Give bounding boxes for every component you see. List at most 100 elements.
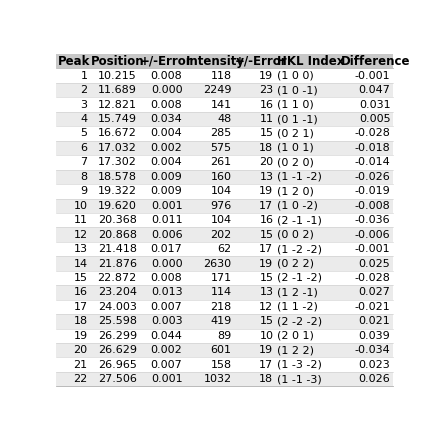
Text: 22.872: 22.872 [98, 273, 137, 283]
Text: 0.047: 0.047 [359, 85, 390, 95]
Text: 20.368: 20.368 [98, 215, 137, 225]
Bar [57, 213, 392, 228]
Text: 0.021: 0.021 [359, 317, 390, 326]
Text: Difference: Difference [340, 55, 410, 68]
Text: 12: 12 [259, 302, 273, 312]
Text: 160: 160 [211, 172, 232, 182]
Bar [57, 54, 392, 68]
Bar [57, 112, 392, 126]
Text: -0.026: -0.026 [355, 172, 390, 182]
Text: (0 1 -1): (0 1 -1) [277, 114, 318, 124]
Text: 21: 21 [74, 360, 88, 370]
Text: (1 2 0): (1 2 0) [277, 186, 314, 196]
Text: 19: 19 [259, 259, 273, 269]
Text: 26.629: 26.629 [98, 345, 137, 355]
Text: 0.026: 0.026 [359, 374, 390, 384]
Text: -0.018: -0.018 [355, 143, 390, 153]
Text: 118: 118 [211, 71, 232, 81]
Text: (1 -3 -2): (1 -3 -2) [277, 360, 321, 370]
Text: 0.017: 0.017 [151, 244, 183, 254]
Text: 0.001: 0.001 [151, 374, 183, 384]
Bar [57, 97, 392, 112]
Text: 16: 16 [259, 99, 273, 109]
Text: 0.000: 0.000 [151, 259, 183, 269]
Text: 22: 22 [73, 374, 88, 384]
Text: 7: 7 [81, 157, 88, 167]
Text: 17.032: 17.032 [98, 143, 137, 153]
Bar [57, 271, 392, 285]
Text: 19: 19 [259, 71, 273, 81]
Text: 0.004: 0.004 [151, 129, 183, 139]
Text: 13: 13 [259, 287, 273, 297]
Text: 17: 17 [259, 244, 273, 254]
Text: 601: 601 [211, 345, 232, 355]
Text: 26.965: 26.965 [98, 360, 137, 370]
Text: 0.013: 0.013 [151, 287, 183, 297]
Text: +/-Error: +/-Error [235, 55, 288, 68]
Text: (1 2 2): (1 2 2) [277, 345, 314, 355]
Text: 0.008: 0.008 [151, 273, 183, 283]
Text: 104: 104 [211, 186, 232, 196]
Text: 10: 10 [74, 201, 88, 211]
Text: 0.002: 0.002 [151, 345, 183, 355]
Text: -0.001: -0.001 [355, 244, 390, 254]
Text: (0 2 2): (0 2 2) [277, 259, 314, 269]
Text: -0.028: -0.028 [355, 129, 390, 139]
Bar [57, 329, 392, 343]
Text: 104: 104 [211, 215, 232, 225]
Bar [57, 68, 392, 83]
Text: 16: 16 [74, 287, 88, 297]
Text: 15.749: 15.749 [98, 114, 137, 124]
Text: 0.002: 0.002 [151, 143, 183, 153]
Text: -0.034: -0.034 [355, 345, 390, 355]
Text: 0.009: 0.009 [151, 186, 183, 196]
Text: 202: 202 [211, 230, 232, 240]
Bar [57, 242, 392, 256]
Bar [57, 83, 392, 97]
Text: Intensity: Intensity [186, 55, 245, 68]
Text: 24.003: 24.003 [98, 302, 137, 312]
Text: 285: 285 [211, 129, 232, 139]
Text: (2 -2 -2): (2 -2 -2) [277, 317, 322, 326]
Text: -0.021: -0.021 [355, 302, 390, 312]
Text: Position: Position [91, 55, 145, 68]
Text: HKL Index: HKL Index [277, 55, 344, 68]
Text: 5: 5 [81, 129, 88, 139]
Text: 0.023: 0.023 [359, 360, 390, 370]
Text: 158: 158 [211, 360, 232, 370]
Text: 0.031: 0.031 [359, 99, 390, 109]
Text: 114: 114 [211, 287, 232, 297]
Text: (2 -1 -1): (2 -1 -1) [277, 215, 321, 225]
Text: 0.005: 0.005 [359, 114, 390, 124]
Text: 18: 18 [74, 317, 88, 326]
Text: 20: 20 [74, 345, 88, 355]
Text: 3: 3 [81, 99, 88, 109]
Text: 15: 15 [259, 129, 273, 139]
Text: (2 0 1): (2 0 1) [277, 331, 314, 341]
Text: 21.418: 21.418 [98, 244, 137, 254]
Text: (0 2 0): (0 2 0) [277, 157, 314, 167]
Text: 15: 15 [259, 317, 273, 326]
Text: 20.868: 20.868 [98, 230, 137, 240]
Text: 15: 15 [259, 230, 273, 240]
Text: 25.598: 25.598 [98, 317, 137, 326]
Text: 17: 17 [74, 302, 88, 312]
Bar [57, 343, 392, 358]
Bar [57, 314, 392, 329]
Text: 17: 17 [259, 360, 273, 370]
Text: 0.025: 0.025 [359, 259, 390, 269]
Text: 18.578: 18.578 [98, 172, 137, 182]
Text: -0.019: -0.019 [355, 186, 390, 196]
Text: 14: 14 [74, 259, 88, 269]
Text: 2249: 2249 [203, 85, 232, 95]
Text: 15: 15 [74, 273, 88, 283]
Text: -0.001: -0.001 [355, 71, 390, 81]
Text: 0.007: 0.007 [151, 360, 183, 370]
Text: 0.008: 0.008 [151, 71, 183, 81]
Text: +/-Error: +/-Error [140, 55, 193, 68]
Text: 62: 62 [218, 244, 232, 254]
Text: 19.322: 19.322 [98, 186, 137, 196]
Text: (2 -1 -2): (2 -1 -2) [277, 273, 322, 283]
Text: 13: 13 [259, 172, 273, 182]
Text: 0.007: 0.007 [151, 302, 183, 312]
